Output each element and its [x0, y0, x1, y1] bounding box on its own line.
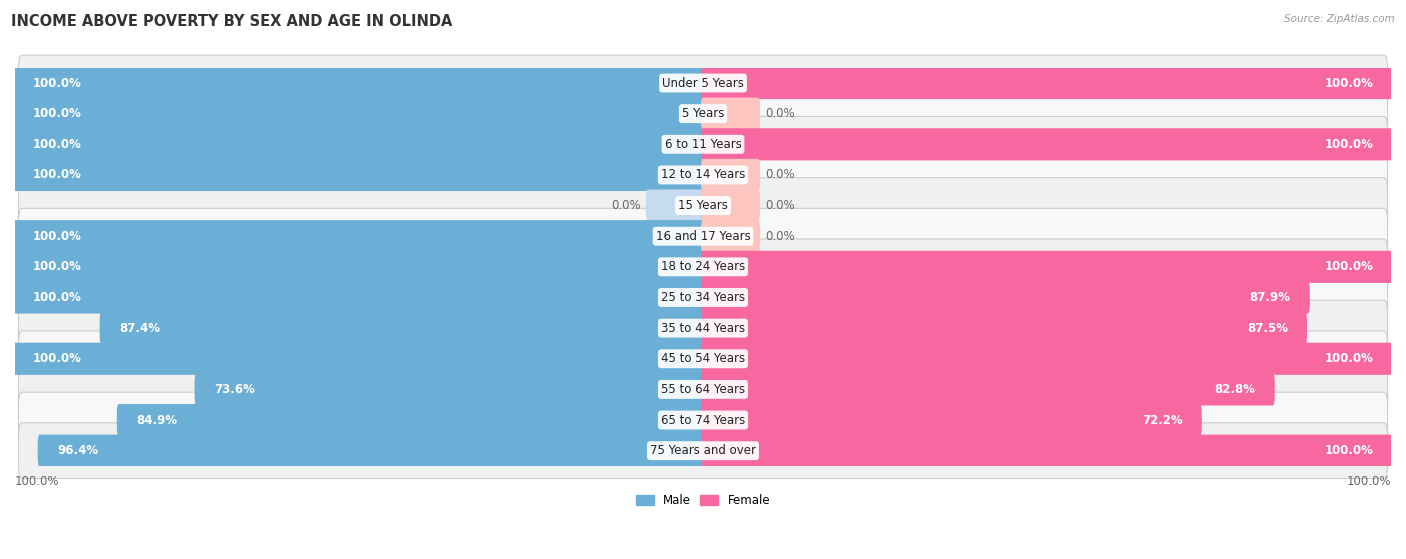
FancyBboxPatch shape	[702, 281, 1310, 314]
Text: 0.0%: 0.0%	[765, 168, 794, 182]
Text: 100.0%: 100.0%	[15, 475, 59, 488]
Text: 35 to 44 Years: 35 to 44 Years	[661, 321, 745, 335]
FancyBboxPatch shape	[18, 209, 1388, 264]
Text: 100.0%: 100.0%	[32, 291, 82, 304]
FancyBboxPatch shape	[13, 220, 704, 252]
FancyBboxPatch shape	[702, 190, 761, 222]
FancyBboxPatch shape	[702, 159, 761, 191]
Text: 0.0%: 0.0%	[765, 107, 794, 120]
Text: 100.0%: 100.0%	[1347, 475, 1391, 488]
Text: 12 to 14 Years: 12 to 14 Years	[661, 168, 745, 182]
FancyBboxPatch shape	[13, 251, 704, 283]
Text: 73.6%: 73.6%	[214, 383, 254, 396]
Text: 100.0%: 100.0%	[1324, 444, 1374, 457]
FancyBboxPatch shape	[18, 331, 1388, 387]
Text: Under 5 Years: Under 5 Years	[662, 77, 744, 89]
FancyBboxPatch shape	[702, 404, 1202, 436]
Text: 65 to 74 Years: 65 to 74 Years	[661, 414, 745, 427]
Text: 100.0%: 100.0%	[1324, 260, 1374, 273]
FancyBboxPatch shape	[18, 147, 1388, 203]
Text: 0.0%: 0.0%	[765, 199, 794, 212]
Text: 82.8%: 82.8%	[1215, 383, 1256, 396]
FancyBboxPatch shape	[194, 373, 704, 405]
Text: 75 Years and over: 75 Years and over	[650, 444, 756, 457]
Text: 0.0%: 0.0%	[612, 199, 641, 212]
FancyBboxPatch shape	[702, 67, 1393, 99]
Text: 87.5%: 87.5%	[1247, 321, 1288, 335]
FancyBboxPatch shape	[18, 55, 1388, 111]
FancyBboxPatch shape	[13, 128, 704, 160]
Text: 18 to 24 Years: 18 to 24 Years	[661, 260, 745, 273]
Legend: Male, Female: Male, Female	[631, 490, 775, 512]
FancyBboxPatch shape	[702, 98, 761, 130]
FancyBboxPatch shape	[13, 98, 704, 130]
FancyBboxPatch shape	[702, 373, 1275, 405]
Text: 100.0%: 100.0%	[32, 77, 82, 89]
FancyBboxPatch shape	[702, 312, 1308, 344]
Text: 100.0%: 100.0%	[32, 138, 82, 151]
Text: 5 Years: 5 Years	[682, 107, 724, 120]
Text: 16 and 17 Years: 16 and 17 Years	[655, 230, 751, 243]
Text: 87.9%: 87.9%	[1250, 291, 1291, 304]
FancyBboxPatch shape	[38, 434, 704, 467]
FancyBboxPatch shape	[18, 116, 1388, 172]
FancyBboxPatch shape	[18, 300, 1388, 356]
Text: 45 to 54 Years: 45 to 54 Years	[661, 352, 745, 365]
Text: 100.0%: 100.0%	[32, 230, 82, 243]
Text: 87.4%: 87.4%	[120, 321, 160, 335]
FancyBboxPatch shape	[18, 362, 1388, 417]
Text: 100.0%: 100.0%	[32, 107, 82, 120]
Text: 100.0%: 100.0%	[32, 260, 82, 273]
Text: 15 Years: 15 Years	[678, 199, 728, 212]
Text: INCOME ABOVE POVERTY BY SEX AND AGE IN OLINDA: INCOME ABOVE POVERTY BY SEX AND AGE IN O…	[11, 14, 453, 29]
FancyBboxPatch shape	[702, 434, 1393, 467]
FancyBboxPatch shape	[702, 343, 1393, 375]
Text: Source: ZipAtlas.com: Source: ZipAtlas.com	[1284, 14, 1395, 24]
FancyBboxPatch shape	[18, 178, 1388, 234]
Text: 100.0%: 100.0%	[32, 168, 82, 182]
Text: 100.0%: 100.0%	[1324, 352, 1374, 365]
FancyBboxPatch shape	[18, 423, 1388, 479]
FancyBboxPatch shape	[13, 343, 704, 375]
FancyBboxPatch shape	[18, 86, 1388, 141]
FancyBboxPatch shape	[702, 251, 1393, 283]
Text: 96.4%: 96.4%	[58, 444, 98, 457]
FancyBboxPatch shape	[702, 220, 761, 252]
Text: 100.0%: 100.0%	[1324, 138, 1374, 151]
FancyBboxPatch shape	[100, 312, 704, 344]
Text: 72.2%: 72.2%	[1142, 414, 1182, 427]
FancyBboxPatch shape	[13, 67, 704, 99]
Text: 55 to 64 Years: 55 to 64 Years	[661, 383, 745, 396]
FancyBboxPatch shape	[702, 128, 1393, 160]
FancyBboxPatch shape	[13, 281, 704, 314]
FancyBboxPatch shape	[18, 269, 1388, 325]
Text: 84.9%: 84.9%	[136, 414, 177, 427]
Text: 100.0%: 100.0%	[32, 352, 82, 365]
FancyBboxPatch shape	[18, 239, 1388, 295]
FancyBboxPatch shape	[13, 159, 704, 191]
Text: 25 to 34 Years: 25 to 34 Years	[661, 291, 745, 304]
FancyBboxPatch shape	[645, 190, 704, 222]
Text: 6 to 11 Years: 6 to 11 Years	[665, 138, 741, 151]
FancyBboxPatch shape	[117, 404, 704, 436]
FancyBboxPatch shape	[18, 392, 1388, 448]
Text: 0.0%: 0.0%	[765, 230, 794, 243]
Text: 100.0%: 100.0%	[1324, 77, 1374, 89]
